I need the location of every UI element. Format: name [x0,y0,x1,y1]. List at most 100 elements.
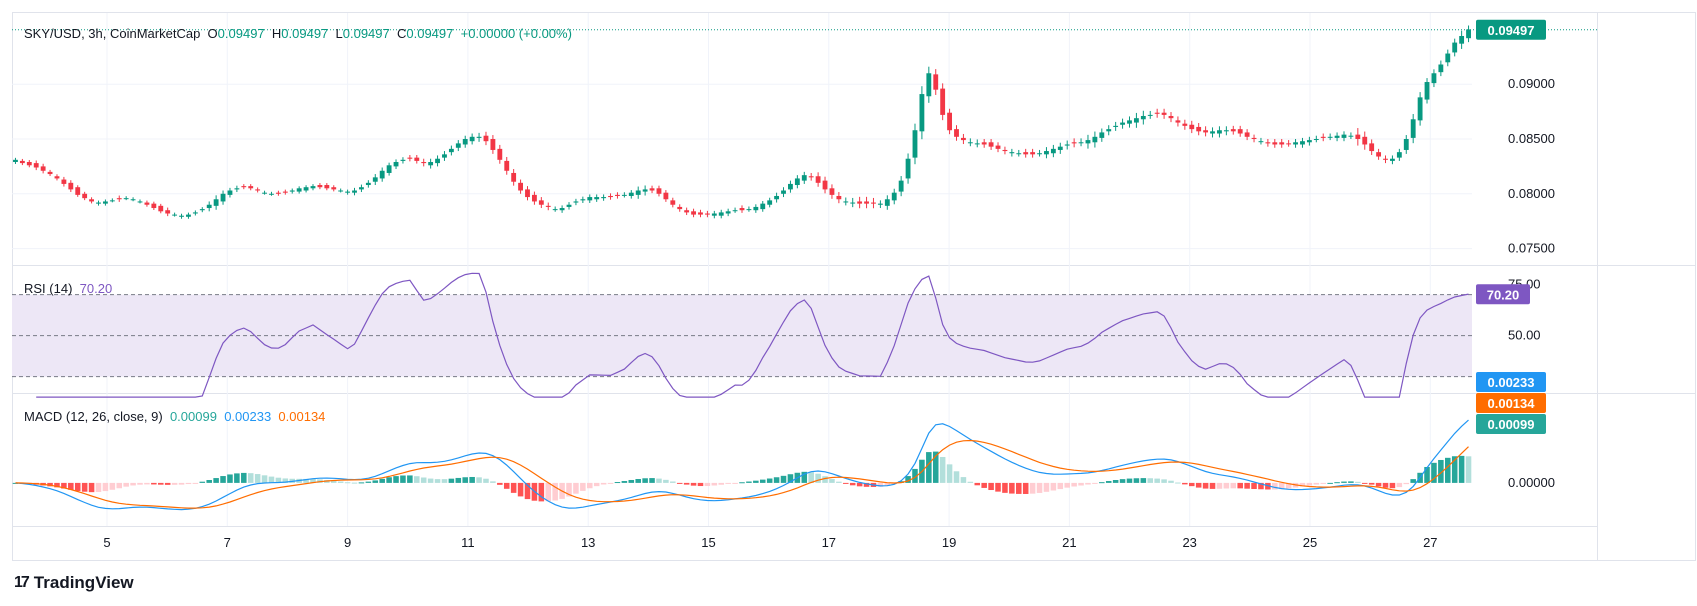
candle-body [123,198,129,200]
macd-histogram-bar [1188,482,1195,487]
candle-body [891,192,897,201]
candle-body [1078,142,1084,144]
macd-histogram-bar [1458,455,1465,483]
candle-body [1417,97,1423,121]
macd-histogram-bar [953,471,960,483]
macd-histogram-bar [759,479,766,483]
candle-body [372,177,378,182]
candle-body [1279,142,1285,145]
macd-histogram-bar [192,482,199,484]
candle-body [1140,115,1146,120]
price-tick-label: 0.09000 [1508,76,1555,91]
time-tick-label: 25 [1303,535,1317,550]
macd-histogram-bar [1348,481,1354,483]
macd-hist-value: 0.00099 [169,409,217,424]
candle-body [262,192,267,194]
candle-body [573,201,579,203]
candle-body [414,157,420,161]
symbol-title: SKY/USD, 3h, CoinMarketCap [24,26,201,41]
candle-body [1120,122,1125,125]
candle-body [808,176,814,178]
candle-body [919,94,925,132]
macd-histogram-bar [61,482,67,489]
macd-legend[interactable]: MACD (12, 26, close, 9) 0.00099 0.00233 … [24,409,325,424]
candle-body [462,139,468,145]
macd-histogram-bar [1202,482,1209,489]
rsi-value: 70.20 [79,281,113,296]
macd-histogram-bar [206,480,212,483]
candle-body [379,170,385,179]
macd-histogram-bar [74,482,81,491]
candle-body [601,197,607,199]
macd-histogram-bar [1403,482,1410,485]
candle-body [649,188,655,191]
macd-histogram-bar [829,479,835,483]
candle-body [192,212,198,214]
macd-histogram-bar [178,482,185,485]
macd-histogram-bar [95,482,102,492]
macd-histogram-bar [88,482,95,493]
time-tick-label: 13 [581,535,595,550]
candle-body [1306,140,1312,143]
macd-histogram-bar [538,482,545,502]
candle-body [760,203,766,210]
candle-body [310,186,316,189]
candle-body [1369,143,1375,152]
macd-histogram-bar [621,481,628,483]
candle-body [241,186,247,188]
macd-histogram-bar [1099,482,1105,484]
candle-body [691,211,696,215]
candle-body [483,135,489,142]
candle-body [511,172,517,182]
macd-histogram-bar [476,477,482,483]
candle-body [1189,124,1195,130]
candle-body [1265,142,1271,144]
macd-histogram-bar [1306,482,1313,486]
candle-body [1459,36,1465,44]
macd-histogram-bar [988,482,994,491]
macd-histogram-bar [365,481,372,483]
last-price-label: 0.09497 [1488,23,1535,38]
candle-body [1127,120,1132,124]
macd-histogram-bar [905,476,911,483]
candle-body [1300,141,1305,145]
candle-body [1037,153,1042,155]
signal-last-badge-label: 0.00134 [1488,396,1536,411]
candle-body [1050,148,1056,154]
histogram-last-badge-label: 0.00099 [1488,417,1535,432]
candle-body [206,204,212,209]
macd-histogram-bar [614,482,621,484]
macd-histogram-bar [697,482,704,487]
candle-body [186,214,191,217]
candle-body [275,192,281,194]
candle-body [359,187,364,190]
macd-histogram-bar [1410,479,1416,483]
macd-histogram-bar [1029,482,1036,494]
macd-histogram-bar [462,477,468,483]
high-value: 0.09497 [281,26,329,41]
axes-layer: 0.07500 0.08000 0.08500 0.09000 5 7 9 11 13 15 17 1… [103,19,1555,550]
tradingview-logo[interactable]: 17 TradingView [14,573,134,593]
candle-body [531,194,537,202]
candle-body [864,201,869,204]
candle-body [75,187,81,195]
candle-body [995,145,1001,149]
macd-histogram-bar [1237,482,1243,489]
candle-body [884,199,890,206]
candle-body [1272,142,1278,145]
macd-histogram-bar [690,482,697,486]
rsi-legend[interactable]: RSI (14) 70.20 [24,281,112,296]
macd-histogram-bar [1223,482,1230,489]
candle-body [248,186,254,189]
candle-body [338,190,344,192]
candle-body [1376,152,1382,157]
macd-histogram-bar [628,479,635,483]
close-label: C [396,26,407,41]
macd-histogram-bar [448,478,455,483]
macd-histogram-bar [68,482,74,490]
symbol-legend[interactable]: SKY/USD, 3h, CoinMarketCap O0.09497 H0.0… [24,26,572,41]
macd-histogram-bar [801,471,808,483]
macd-histogram-bar [1431,462,1437,483]
macd-histogram-bar [1050,482,1057,491]
